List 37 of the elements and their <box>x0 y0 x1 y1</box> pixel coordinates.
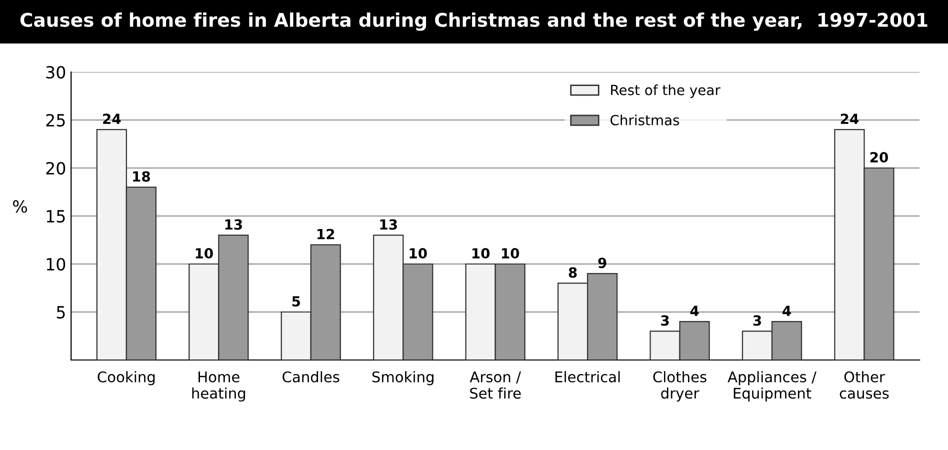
legend-label: Rest of the year <box>611 84 720 98</box>
y-tick-label: 15 <box>46 210 65 223</box>
data-label: 4 <box>690 306 699 316</box>
data-label: 9 <box>598 258 606 268</box>
data-label: 3 <box>661 315 669 326</box>
data-label: 24 <box>103 114 121 124</box>
x-tick-label: Appliances / Equipment <box>728 371 816 402</box>
x-tick-label: Candles <box>282 371 340 382</box>
x-tick-label: Smoking <box>372 371 434 386</box>
data-label: 20 <box>870 152 888 163</box>
x-tick-label: Home heating <box>192 372 246 402</box>
data-label: 12 <box>318 228 334 240</box>
x-tick-label: Other causes <box>840 371 889 399</box>
data-label: 10 <box>196 248 213 259</box>
x-tick-label: Arson / Set fire <box>470 372 521 399</box>
y-tick-label: 25 <box>46 114 65 127</box>
chart-title: Causes of home fires in Alberta during Christmas and the rest of the year, 1997-2001 <box>20 12 928 31</box>
data-label: 24 <box>840 114 858 124</box>
data-label: 10 <box>472 248 490 259</box>
data-label: 10 <box>502 248 520 259</box>
y-tick-label: 5 <box>56 306 65 319</box>
x-tick-label: Cooking <box>98 371 155 386</box>
data-label: 5 <box>292 296 300 307</box>
y-tick-label: 30 <box>46 66 66 79</box>
x-tick-label: Electrical <box>555 371 620 382</box>
data-label: 4 <box>782 306 791 316</box>
data-label: 13 <box>225 219 242 230</box>
data-label: 10 <box>410 248 427 259</box>
data-label: 8 <box>568 267 577 278</box>
data-label: 3 <box>753 315 761 326</box>
y-axis-title: % <box>13 200 28 213</box>
x-tick-label: Clothes dryer <box>653 371 706 402</box>
y-tick-label: 20 <box>46 162 66 175</box>
data-label: 18 <box>133 171 150 182</box>
y-tick-label: 10 <box>46 258 66 271</box>
legend-label: Christmas <box>610 114 680 126</box>
data-label: 13 <box>380 219 397 230</box>
